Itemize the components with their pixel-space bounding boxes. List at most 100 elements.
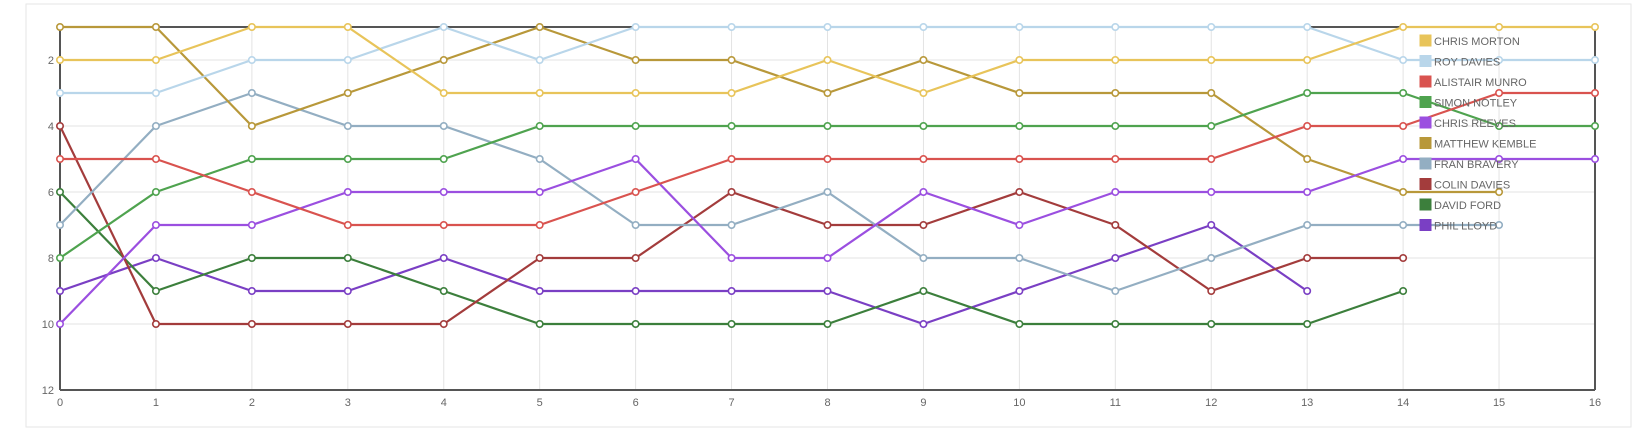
data-point[interactable] (631, 286, 640, 295)
data-point[interactable] (535, 221, 544, 230)
data-point[interactable] (1399, 55, 1408, 64)
data-point[interactable] (919, 188, 928, 197)
data-point[interactable] (55, 188, 64, 197)
data-point[interactable] (535, 286, 544, 295)
data-point[interactable] (151, 221, 160, 230)
data-point[interactable] (1111, 55, 1120, 64)
legend-label[interactable]: DAVID FORD (1434, 200, 1501, 212)
data-point[interactable] (1207, 89, 1216, 98)
data-point[interactable] (631, 22, 640, 31)
legend-label[interactable]: MATTHEW KEMBLE (1434, 139, 1536, 151)
data-point[interactable] (535, 122, 544, 131)
data-point[interactable] (151, 286, 160, 295)
data-point[interactable] (343, 155, 352, 164)
data-point[interactable] (823, 22, 832, 31)
data-point[interactable] (727, 319, 736, 328)
legend-label[interactable]: CHRIS REEVES (1434, 118, 1516, 130)
data-point[interactable] (1207, 188, 1216, 197)
data-point[interactable] (247, 188, 256, 197)
data-point[interactable] (823, 319, 832, 328)
data-point[interactable] (823, 286, 832, 295)
data-point[interactable] (1015, 89, 1024, 98)
data-point[interactable] (1303, 89, 1312, 98)
data-point[interactable] (151, 22, 160, 31)
data-point[interactable] (823, 155, 832, 164)
data-point[interactable] (1399, 286, 1408, 295)
legend-label[interactable]: ROY DAVIES (1434, 57, 1500, 69)
data-point[interactable] (439, 254, 448, 263)
data-point[interactable] (1111, 155, 1120, 164)
data-point[interactable] (1591, 89, 1600, 98)
data-point[interactable] (247, 254, 256, 263)
data-point[interactable] (1111, 22, 1120, 31)
data-point[interactable] (919, 221, 928, 230)
data-point[interactable] (439, 22, 448, 31)
data-point[interactable] (247, 319, 256, 328)
data-point[interactable] (823, 89, 832, 98)
data-point[interactable] (1111, 254, 1120, 263)
data-point[interactable] (823, 188, 832, 197)
data-point[interactable] (1591, 155, 1600, 164)
data-point[interactable] (535, 155, 544, 164)
data-point[interactable] (535, 188, 544, 197)
data-point[interactable] (247, 122, 256, 131)
data-point[interactable] (1207, 286, 1216, 295)
data-point[interactable] (919, 89, 928, 98)
data-point[interactable] (55, 286, 64, 295)
data-point[interactable] (1015, 22, 1024, 31)
data-point[interactable] (439, 188, 448, 197)
data-point[interactable] (1399, 221, 1408, 230)
data-point[interactable] (343, 319, 352, 328)
data-point[interactable] (55, 254, 64, 263)
data-point[interactable] (1495, 155, 1504, 164)
data-point[interactable] (823, 122, 832, 131)
legend-label[interactable]: ALISTAIR MUNRO (1434, 77, 1527, 89)
data-point[interactable] (151, 89, 160, 98)
data-point[interactable] (1015, 122, 1024, 131)
data-point[interactable] (439, 89, 448, 98)
data-point[interactable] (343, 89, 352, 98)
data-point[interactable] (1015, 254, 1024, 263)
data-point[interactable] (535, 89, 544, 98)
data-point[interactable] (1303, 254, 1312, 263)
data-point[interactable] (727, 89, 736, 98)
data-point[interactable] (631, 89, 640, 98)
data-point[interactable] (247, 286, 256, 295)
data-point[interactable] (343, 254, 352, 263)
data-point[interactable] (1591, 22, 1600, 31)
data-point[interactable] (55, 122, 64, 131)
data-point[interactable] (727, 254, 736, 263)
data-point[interactable] (1303, 22, 1312, 31)
data-point[interactable] (535, 55, 544, 64)
data-point[interactable] (439, 155, 448, 164)
data-point[interactable] (1399, 155, 1408, 164)
data-point[interactable] (151, 254, 160, 263)
data-point[interactable] (1591, 55, 1600, 64)
data-point[interactable] (343, 221, 352, 230)
data-point[interactable] (1303, 188, 1312, 197)
data-point[interactable] (439, 319, 448, 328)
data-point[interactable] (1495, 55, 1504, 64)
data-point[interactable] (247, 22, 256, 31)
data-point[interactable] (247, 89, 256, 98)
data-point[interactable] (1495, 221, 1504, 230)
data-point[interactable] (343, 55, 352, 64)
data-point[interactable] (631, 188, 640, 197)
data-point[interactable] (1111, 89, 1120, 98)
data-point[interactable] (919, 122, 928, 131)
data-point[interactable] (1399, 188, 1408, 197)
data-point[interactable] (343, 122, 352, 131)
data-point[interactable] (631, 155, 640, 164)
data-point[interactable] (439, 55, 448, 64)
data-point[interactable] (727, 22, 736, 31)
data-point[interactable] (55, 155, 64, 164)
data-point[interactable] (1111, 122, 1120, 131)
data-point[interactable] (247, 221, 256, 230)
data-point[interactable] (631, 122, 640, 131)
data-point[interactable] (151, 319, 160, 328)
data-point[interactable] (151, 188, 160, 197)
data-point[interactable] (535, 319, 544, 328)
data-point[interactable] (1495, 22, 1504, 31)
data-point[interactable] (151, 55, 160, 64)
data-point[interactable] (1207, 319, 1216, 328)
